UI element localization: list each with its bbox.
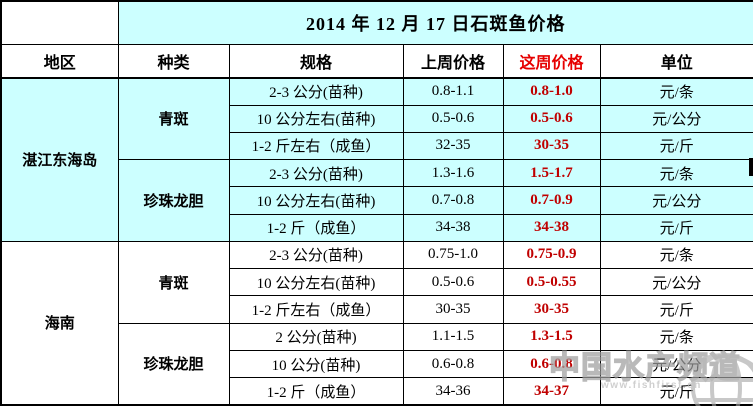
this-week-price: 0.6-0.8 <box>502 349 601 379</box>
last-week-price: 34-38 <box>402 213 504 242</box>
last-week-price: 1.1-1.5 <box>402 322 504 351</box>
unit-cell: 元/公分 <box>599 268 753 297</box>
blank-corner-cell <box>0 0 119 45</box>
this-week-price: 30-35 <box>502 295 601 324</box>
col-header-last-week: 上周价格 <box>402 43 504 79</box>
screen-edge-artifact <box>749 158 753 176</box>
unit-cell: 元/斤 <box>599 295 753 324</box>
species-cell: 青斑 <box>117 240 230 324</box>
unit-cell: 元/条 <box>599 159 753 188</box>
this-week-price: 0.8-1.0 <box>502 77 601 106</box>
last-week-price: 0.7-0.8 <box>402 186 504 215</box>
last-week-price: 0.6-0.8 <box>402 349 504 379</box>
col-header-this-week: 这周价格 <box>502 43 601 79</box>
region-cell: 海南 <box>0 240 119 406</box>
this-week-price: 0.5-0.55 <box>502 268 601 297</box>
spec-cell: 2-3 公分(苗种) <box>228 240 404 270</box>
col-header-spec: 规格 <box>228 43 404 79</box>
this-week-price: 0.5-0.6 <box>502 104 601 133</box>
spec-cell: 10 公分左右(苗种) <box>228 186 404 215</box>
this-week-price: 34-37 <box>502 377 601 406</box>
this-week-price: 0.7-0.9 <box>502 186 601 215</box>
unit-cell: 元/斤 <box>599 377 753 406</box>
last-week-price: 0.8-1.1 <box>402 77 504 106</box>
spec-cell: 1-2 斤（成鱼） <box>228 213 404 242</box>
last-week-price: 0.5-0.6 <box>402 104 504 133</box>
spec-cell: 2-3 公分(苗种) <box>228 159 404 188</box>
unit-cell: 元/斤 <box>599 131 753 161</box>
col-header-region: 地区 <box>0 43 119 79</box>
spec-cell: 10 公分左右(苗种) <box>228 104 404 133</box>
species-cell: 青斑 <box>117 77 230 161</box>
unit-cell: 元/公分 <box>599 349 753 379</box>
unit-cell: 元/条 <box>599 77 753 106</box>
spec-cell: 10 公分(苗种) <box>228 349 404 379</box>
this-week-price: 34-38 <box>502 213 601 242</box>
table-title: 2014 年 12 月 17 日石斑鱼价格 <box>117 0 753 45</box>
this-week-price: 1.5-1.7 <box>502 159 601 188</box>
spec-cell: 2-3 公分(苗种) <box>228 77 404 106</box>
unit-cell: 元/公分 <box>599 104 753 133</box>
last-week-price: 0.5-0.6 <box>402 268 504 297</box>
this-week-price: 1.3-1.5 <box>502 322 601 351</box>
unit-cell: 元/条 <box>599 240 753 270</box>
this-week-price: 30-35 <box>502 131 601 161</box>
spec-cell: 10 公分左右(苗种) <box>228 268 404 297</box>
last-week-price: 32-35 <box>402 131 504 161</box>
col-header-unit: 单位 <box>599 43 753 79</box>
unit-cell: 元/斤 <box>599 213 753 242</box>
spec-cell: 1-2 斤左右（成鱼） <box>228 131 404 161</box>
last-week-price: 0.75-1.0 <box>402 240 504 270</box>
last-week-price: 30-35 <box>402 295 504 324</box>
species-cell: 珍珠龙胆 <box>117 159 230 242</box>
unit-cell: 元/条 <box>599 322 753 351</box>
spec-cell: 2 公分(苗种) <box>228 322 404 351</box>
spec-cell: 1-2 斤（成鱼） <box>228 377 404 406</box>
this-week-price: 0.75-0.9 <box>502 240 601 270</box>
region-cell: 湛江东海岛 <box>0 77 119 242</box>
unit-cell: 元/公分 <box>599 186 753 215</box>
last-week-price: 1.3-1.6 <box>402 159 504 188</box>
col-header-species: 种类 <box>117 43 230 79</box>
species-cell: 珍珠龙胆 <box>117 322 230 406</box>
spec-cell: 1-2 斤左右（成鱼） <box>228 295 404 324</box>
last-week-price: 34-36 <box>402 377 504 406</box>
